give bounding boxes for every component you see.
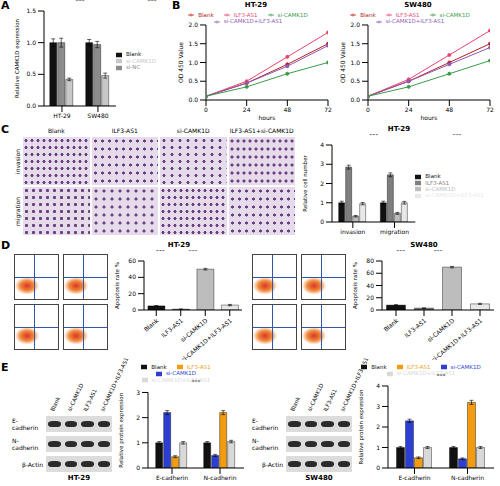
svg-text:3: 3: [320, 160, 324, 167]
svg-text:1.0: 1.0: [188, 59, 198, 66]
svg-text:0.5: 0.5: [26, 70, 36, 77]
svg-text:***: ***: [453, 134, 462, 138]
svg-text:0: 0: [376, 464, 380, 471]
svg-text:1: 1: [136, 439, 140, 446]
svg-text:si-CAMK1D+ILF3-AS1: si-CAMK1D+ILF3-AS1: [430, 317, 484, 360]
svg-text:***: ***: [156, 250, 165, 254]
svg-text:0: 0: [370, 306, 374, 313]
svg-text:1.5: 1.5: [26, 7, 36, 14]
svg-text:24: 24: [405, 106, 413, 113]
svg-text:0.5: 0.5: [350, 77, 360, 84]
svg-text:24: 24: [243, 106, 251, 113]
svg-text:48: 48: [284, 106, 292, 113]
svg-text:0: 0: [132, 306, 136, 313]
svg-text:migration: migration: [380, 228, 409, 236]
svg-text:E-cadherin: E-cadherin: [398, 474, 430, 481]
svg-text:1.5: 1.5: [350, 40, 360, 47]
svg-text:invasion: invasion: [340, 228, 365, 235]
svg-text:0.5: 0.5: [188, 77, 198, 84]
svg-text:***: ***: [189, 250, 198, 254]
svg-text:N-cadherin: N-cadherin: [204, 474, 237, 481]
svg-text:2: 2: [376, 423, 380, 430]
svg-text:40: 40: [366, 282, 374, 289]
svg-text:2.0: 2.0: [188, 21, 198, 28]
svg-text:OD 450 Value: OD 450 Value: [339, 42, 346, 83]
svg-text:4: 4: [376, 382, 380, 389]
svg-text:0: 0: [366, 106, 370, 113]
svg-text:ILF3-AS1: ILF3-AS1: [403, 317, 428, 339]
svg-text:Apoptosis rate %: Apoptosis rate %: [114, 262, 121, 309]
svg-text:72: 72: [324, 106, 332, 113]
svg-text:***: ***: [434, 250, 443, 254]
svg-text:0.0: 0.0: [188, 96, 198, 103]
svg-text:Relative cell number: Relative cell number: [302, 154, 308, 211]
svg-text:Blank: Blank: [142, 316, 160, 332]
svg-text:60: 60: [128, 257, 136, 264]
svg-text:***: ***: [192, 378, 201, 385]
svg-text:hours: hours: [259, 114, 276, 121]
svg-text:Relative CAMK1D expression: Relative CAMK1D expression: [14, 18, 21, 98]
svg-text:***: ***: [75, 0, 84, 4]
svg-text:hours: hours: [421, 114, 438, 121]
svg-text:80: 80: [366, 257, 374, 264]
svg-text:Apoptosis rate %: Apoptosis rate %: [352, 262, 359, 309]
svg-text:0.0: 0.0: [26, 102, 36, 109]
svg-text:0.0: 0.0: [350, 96, 360, 103]
svg-text:20: 20: [366, 294, 374, 301]
svg-text:20: 20: [128, 290, 136, 297]
svg-text:***: ***: [396, 250, 405, 254]
svg-text:2.0: 2.0: [350, 21, 360, 28]
svg-text:0: 0: [136, 464, 140, 471]
svg-text:1.0: 1.0: [26, 39, 36, 46]
svg-text:3: 3: [376, 403, 380, 410]
svg-text:OD 450 Value: OD 450 Value: [177, 42, 184, 83]
svg-text:N-cadherin: N-cadherin: [451, 474, 484, 481]
svg-text:si-CAMK1D+ILF3-AS1: si-CAMK1D+ILF3-AS1: [180, 317, 234, 360]
svg-text:2: 2: [320, 180, 324, 187]
svg-text:***: ***: [369, 134, 378, 138]
svg-text:0: 0: [320, 218, 324, 225]
svg-text:1.5: 1.5: [188, 40, 198, 47]
svg-text:***: ***: [437, 372, 446, 379]
svg-text:48: 48: [446, 106, 454, 113]
svg-text:1: 1: [320, 199, 324, 206]
svg-text:Relative protein expression: Relative protein expression: [358, 389, 365, 464]
svg-text:4: 4: [320, 141, 324, 148]
svg-text:3: 3: [136, 389, 140, 396]
svg-text:Relative protein expression: Relative protein expression: [118, 392, 125, 467]
svg-text:60: 60: [366, 269, 374, 276]
svg-text:Blank: Blank: [382, 316, 400, 332]
svg-text:SW480: SW480: [87, 112, 108, 119]
svg-text:72: 72: [486, 106, 492, 113]
svg-text:0: 0: [204, 106, 208, 113]
svg-text:HT-29: HT-29: [53, 112, 71, 119]
svg-text:E-cadherin: E-cadherin: [156, 474, 188, 481]
svg-text:40: 40: [128, 273, 136, 280]
svg-text:1: 1: [376, 444, 380, 451]
svg-text:2: 2: [136, 414, 140, 421]
svg-text:***: ***: [147, 0, 156, 4]
svg-text:1.0: 1.0: [350, 59, 360, 66]
